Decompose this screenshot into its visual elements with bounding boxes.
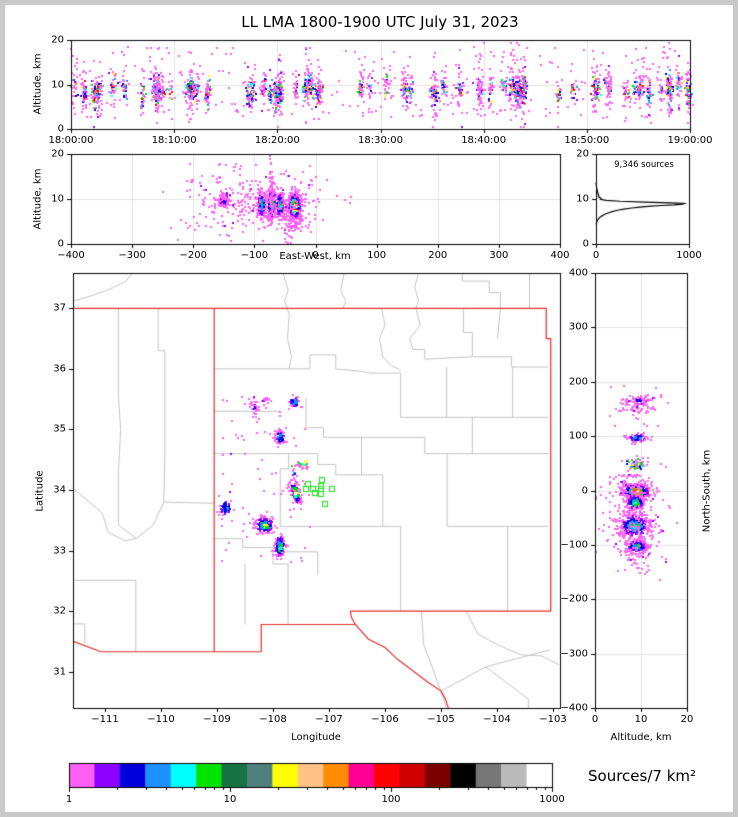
x-tick-label: 18:40:00 bbox=[461, 135, 507, 146]
x-tick-label: −103 bbox=[539, 714, 567, 725]
colorbar-tick-label: 1 bbox=[65, 794, 73, 805]
ew-panel-ylabel: Altitude, km bbox=[32, 168, 44, 230]
source-count-annotation: 9,346 sources bbox=[614, 160, 674, 170]
y-tick-label: 10 bbox=[51, 79, 64, 90]
y-tick-label: 36 bbox=[53, 363, 66, 375]
x-tick-label: −109 bbox=[203, 714, 231, 725]
plot-canvas bbox=[5, 5, 733, 812]
map-ylabel: Latitude bbox=[34, 470, 46, 512]
y-tick-label: 400 bbox=[568, 267, 588, 279]
x-tick-label: 200 bbox=[428, 250, 448, 261]
x-tick-label: −200 bbox=[179, 250, 207, 261]
y-tick-label: 0 bbox=[57, 123, 64, 135]
figure-title: LL LMA 1800-1900 UTC July 31, 2023 bbox=[241, 13, 519, 31]
y-tick-label: 0 bbox=[57, 238, 64, 250]
y-tick-label: 200 bbox=[568, 376, 588, 388]
x-tick-label: 0 bbox=[591, 714, 599, 725]
x-tick-label: 20 bbox=[680, 714, 694, 725]
colorbar-tick-label: 100 bbox=[381, 794, 401, 805]
x-tick-label: −105 bbox=[427, 714, 455, 725]
y-tick-label: 300 bbox=[568, 321, 588, 333]
x-tick-label: 300 bbox=[489, 250, 509, 261]
y-tick-label: 100 bbox=[568, 430, 588, 442]
x-tick-label: 19:00:00 bbox=[667, 135, 713, 146]
lma-composite-figure: LL LMA 1800-1900 UTC July 31, 2023 Altit… bbox=[5, 5, 733, 812]
y-tick-label: 34 bbox=[53, 484, 66, 496]
x-tick-label: −300 bbox=[118, 250, 146, 261]
colorbar-tick-label: 1000 bbox=[539, 794, 565, 805]
x-tick-label: 400 bbox=[550, 250, 570, 261]
y-tick-label: −300 bbox=[560, 648, 588, 660]
y-tick-label: 10 bbox=[51, 193, 64, 205]
y-tick-label: 10 bbox=[576, 193, 589, 205]
x-tick-label: −108 bbox=[259, 714, 287, 725]
y-tick-label: −100 bbox=[560, 539, 588, 551]
x-tick-label: 18:10:00 bbox=[151, 135, 197, 146]
y-tick-label: 35 bbox=[53, 423, 66, 435]
y-tick-label: 0 bbox=[581, 485, 588, 496]
x-tick-label: −100 bbox=[240, 250, 269, 261]
y-tick-label: 32 bbox=[53, 605, 66, 617]
x-tick-label: 18:30:00 bbox=[358, 135, 403, 146]
x-tick-label: 100 bbox=[367, 250, 387, 261]
y-tick-label: −400 bbox=[560, 702, 588, 714]
y-tick-label: 31 bbox=[53, 666, 66, 678]
map-xlabel: Longitude bbox=[291, 732, 341, 743]
ns-panel-xlabel: Altitude, km bbox=[610, 732, 672, 743]
y-tick-label: 20 bbox=[576, 148, 589, 160]
x-tick-label: 0 bbox=[592, 250, 600, 261]
x-tick-label: −110 bbox=[147, 714, 175, 725]
x-tick-label: 1000 bbox=[676, 250, 702, 261]
x-tick-label: −106 bbox=[371, 714, 399, 725]
x-tick-label: 10 bbox=[634, 714, 648, 725]
y-tick-label: −200 bbox=[560, 593, 588, 605]
x-tick-label: 18:00:00 bbox=[48, 135, 94, 146]
ns-panel-ylabel-right: North-South, km bbox=[701, 449, 713, 533]
y-tick-label: 20 bbox=[51, 34, 64, 46]
y-tick-label: 20 bbox=[51, 148, 64, 160]
x-tick-label: 0 bbox=[312, 250, 319, 261]
x-tick-label: −111 bbox=[91, 714, 119, 725]
x-tick-label: −104 bbox=[483, 714, 511, 725]
colorbar-tick-label: 10 bbox=[223, 794, 237, 805]
x-tick-label: 18:50:00 bbox=[564, 135, 610, 146]
y-tick-label: 37 bbox=[53, 302, 66, 314]
y-tick-label: 0 bbox=[582, 238, 589, 250]
ew-panel-xlabel: East-West, km bbox=[279, 251, 351, 262]
x-tick-label: −107 bbox=[315, 714, 343, 725]
time-panel-ylabel: Altitude, km bbox=[32, 53, 44, 115]
colorbar-label: Sources/7 km² bbox=[588, 767, 697, 785]
y-tick-label: 33 bbox=[53, 545, 66, 557]
x-tick-label: 18:20:00 bbox=[254, 135, 300, 146]
x-tick-label: −400 bbox=[57, 250, 85, 261]
